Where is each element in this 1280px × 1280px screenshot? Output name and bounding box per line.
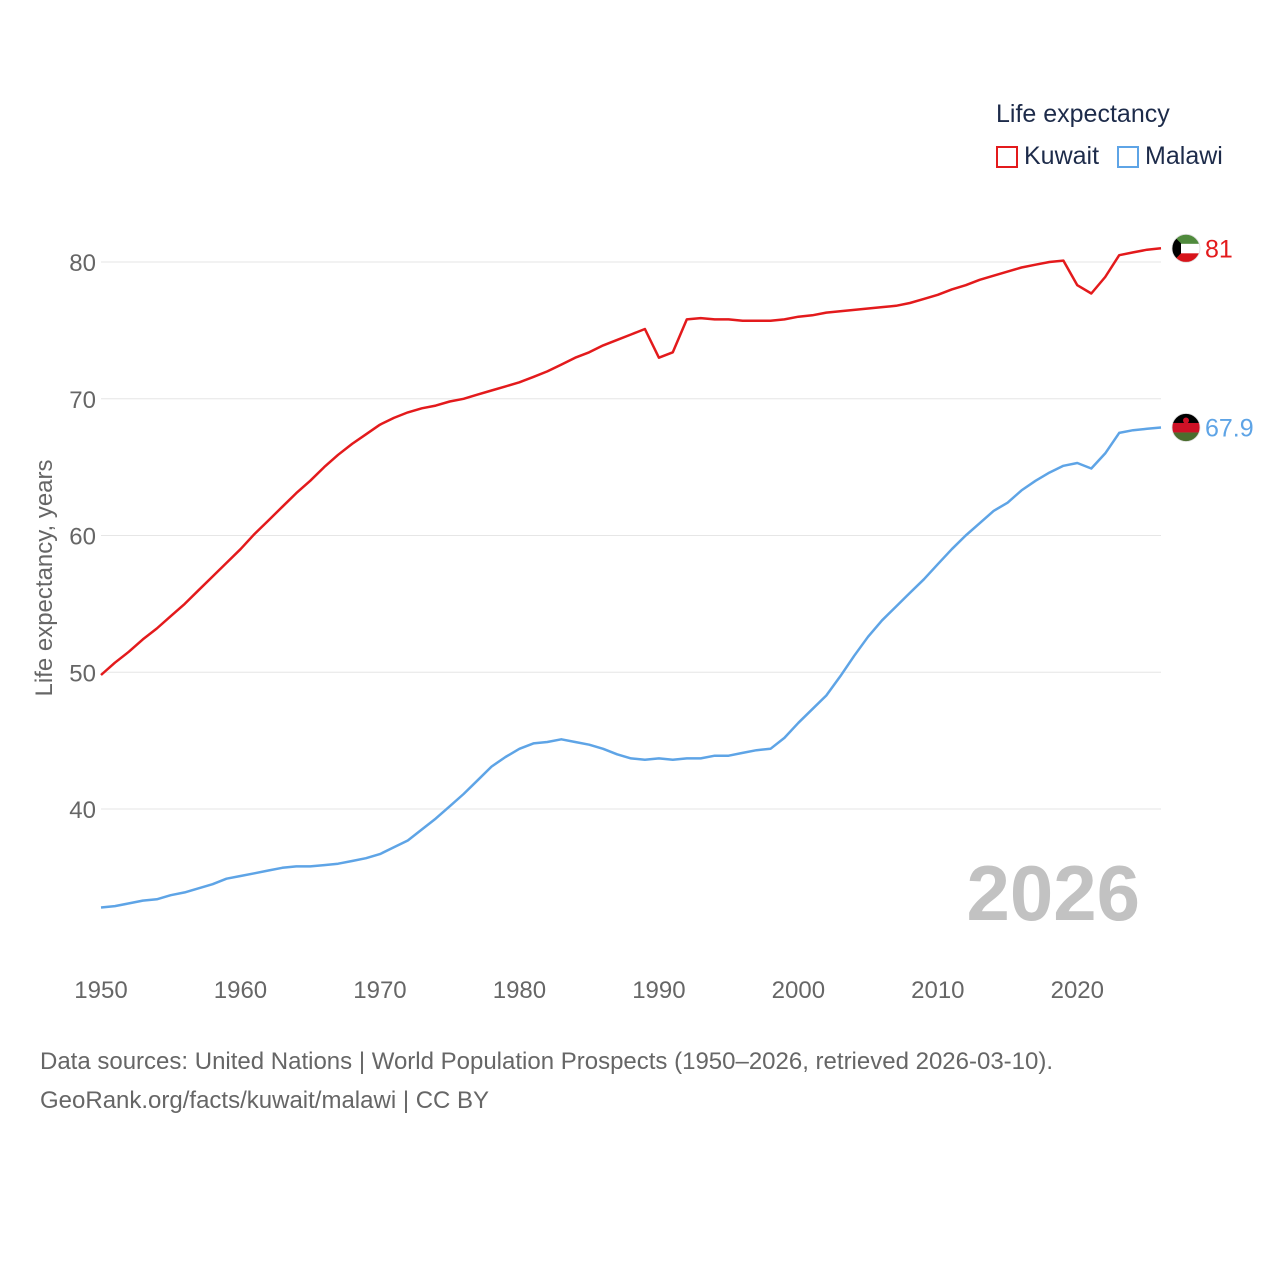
gridlines xyxy=(101,261,1161,810)
y-tick-label: 40 xyxy=(69,797,96,824)
legend: Kuwait Malawi xyxy=(996,142,1241,171)
y-tick-label: 60 xyxy=(69,524,96,551)
x-tick-label: 2020 xyxy=(1051,977,1104,1004)
attribution-line[interactable]: GeoRank.org/facts/kuwait/malawi | CC BY xyxy=(40,1087,490,1114)
x-tick-label: 2000 xyxy=(772,977,825,1004)
x-tick-label: 1980 xyxy=(493,977,546,1004)
malawi-flag-icon xyxy=(1171,413,1201,442)
x-tick-label: 2010 xyxy=(911,977,964,1004)
legend-item-malawi[interactable]: Malawi xyxy=(1117,142,1223,171)
legend-swatch-kuwait xyxy=(996,145,1018,168)
legend-swatch-malawi xyxy=(1117,145,1140,168)
series-lines xyxy=(100,247,1162,909)
legend-label-malawi: Malawi xyxy=(1145,142,1223,170)
x-tick-label: 1960 xyxy=(214,977,267,1004)
x-axis-ticks: 1950 1960 1970 1980 1990 2000 2010 2020 xyxy=(74,977,1104,1004)
year-watermark: 2026 xyxy=(966,849,1140,937)
y-axis-ticks: 40 50 60 70 80 xyxy=(69,250,96,824)
x-tick-label: 1990 xyxy=(632,977,685,1004)
source-footer: Data sources: United Nations | World Pop… xyxy=(40,1042,1053,1120)
series-line-kuwait[interactable] xyxy=(100,247,1162,676)
legend-label-kuwait: Kuwait xyxy=(1024,142,1100,170)
end-markers: 81 67.9 xyxy=(1171,233,1254,442)
source-line: Data sources: United Nations | World Pop… xyxy=(40,1048,1054,1075)
y-axis-label: Life expectancy, years xyxy=(31,459,58,696)
series-line-malawi[interactable] xyxy=(100,426,1162,909)
end-label-malawi: 67.9 xyxy=(1205,414,1254,442)
legend-item-kuwait[interactable]: Kuwait xyxy=(996,142,1099,171)
y-tick-label: 50 xyxy=(69,660,96,687)
y-tick-label: 70 xyxy=(69,387,96,414)
end-label-kuwait: 81 xyxy=(1205,235,1233,263)
y-tick-label: 80 xyxy=(69,250,96,277)
x-tick-label: 1950 xyxy=(74,977,127,1004)
kuwait-flag-icon xyxy=(1171,233,1201,263)
x-tick-label: 1970 xyxy=(353,977,406,1004)
legend-title: Life expectancy xyxy=(996,100,1170,128)
